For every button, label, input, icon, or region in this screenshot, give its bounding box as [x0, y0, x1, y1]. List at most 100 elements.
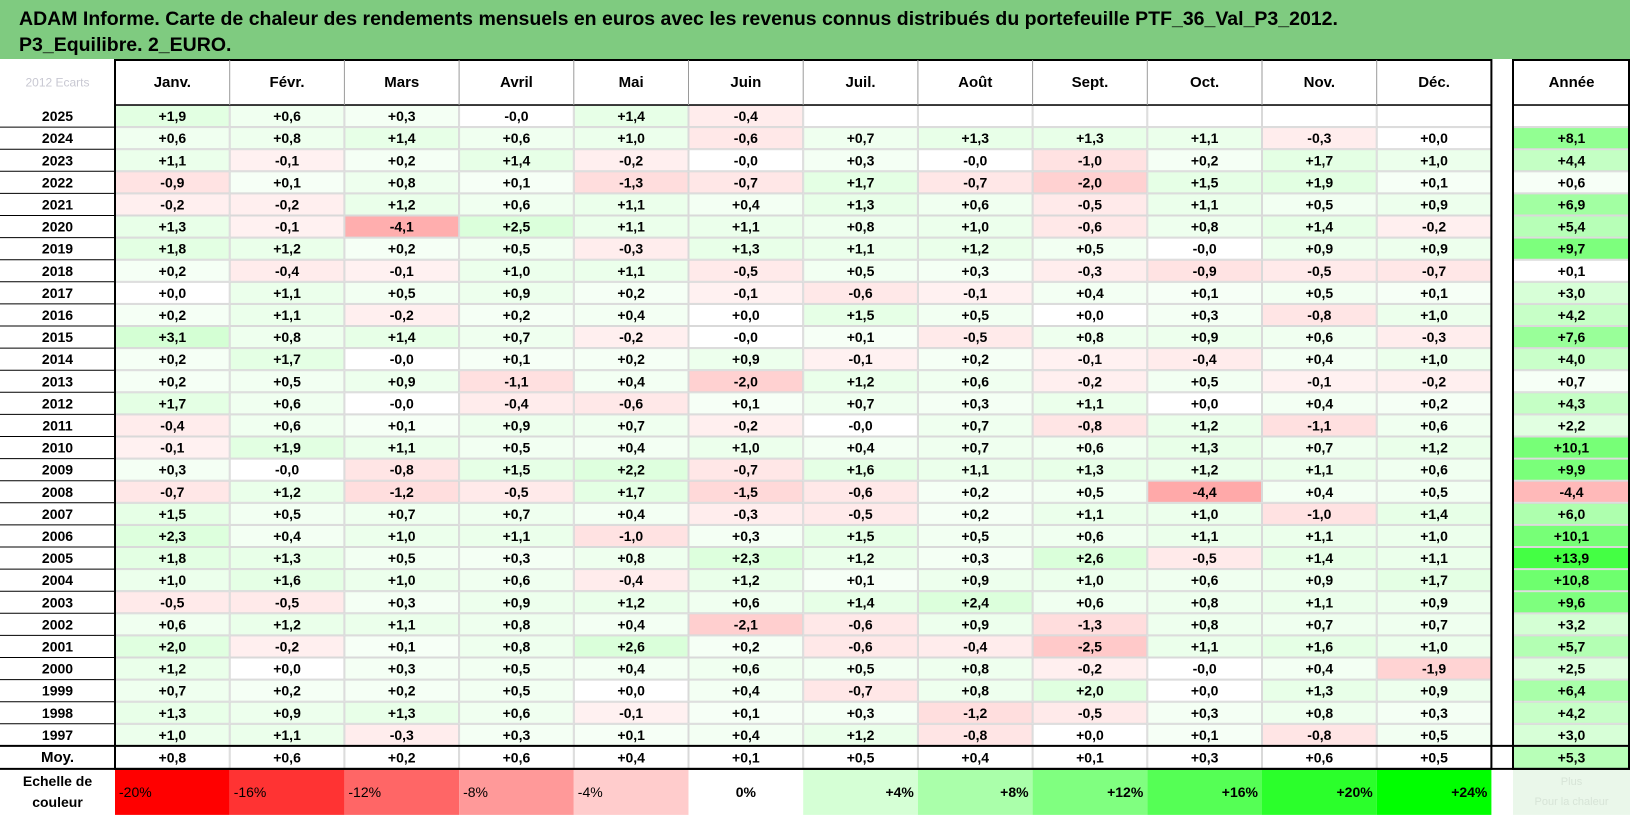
year-value: +2,5	[1558, 661, 1586, 677]
cell-value: +1,1	[847, 241, 875, 257]
cell-value: +1,6	[273, 572, 301, 588]
cell-value: +0,6	[1076, 528, 1104, 544]
cell-value: +1,8	[159, 550, 187, 566]
average-value: +0,4	[617, 749, 645, 765]
heat-cell	[803, 591, 918, 614]
cell-value: -0,7	[848, 683, 872, 699]
cell-value: -0,0	[963, 152, 987, 168]
heat-cell	[459, 502, 574, 525]
cell-value: +0,6	[1191, 572, 1219, 588]
column-header-11: Nov.	[1304, 74, 1335, 91]
heat-cell	[229, 171, 345, 194]
scale-swatch	[115, 768, 230, 815]
average-value: +0,6	[1306, 749, 1334, 765]
year-value: +6,9	[1558, 196, 1586, 212]
cell-value: +0,6	[1306, 329, 1334, 345]
year-value: +2,2	[1558, 417, 1586, 433]
row-label: 2005	[42, 550, 73, 566]
cell-value: +0,2	[503, 307, 531, 323]
heat-cell	[344, 127, 460, 150]
cell-value: +1,9	[159, 108, 187, 124]
cell-value: -0,8	[390, 462, 414, 478]
cell-value: +1,0	[388, 572, 416, 588]
cell-value: +0,4	[617, 373, 645, 389]
heat-cell	[917, 348, 1033, 371]
cell-value: +1,3	[732, 241, 760, 257]
cell-value: -4,4	[1193, 484, 1217, 500]
cell-value: +0,1	[388, 638, 416, 654]
cell-value: +1,5	[159, 506, 187, 522]
cell-value: +0,6	[961, 196, 989, 212]
cell-value: +0,9	[388, 373, 416, 389]
heat-cell	[688, 193, 804, 216]
scale-swatch	[573, 768, 689, 815]
column-header-6: Juin	[730, 74, 761, 91]
cell-value: +1,2	[273, 616, 301, 632]
row-label: 2000	[42, 661, 73, 677]
cell-value: +1,5	[847, 528, 875, 544]
cell-value: +0,3	[961, 550, 989, 566]
cell-value: +0,2	[159, 351, 187, 367]
heat-cell	[1032, 635, 1148, 658]
year-value: +4,4	[1558, 152, 1586, 168]
scale-swatch	[1262, 768, 1377, 815]
cell-value: +0,9	[961, 572, 989, 588]
cell-value: -0,5	[848, 506, 872, 522]
heat-cell	[688, 149, 804, 172]
cell-value: -2,0	[1078, 174, 1102, 190]
heat-cell	[1262, 105, 1377, 128]
heat-cell	[1032, 259, 1148, 282]
heat-cell	[229, 591, 345, 614]
heat-cell	[459, 480, 574, 503]
cell-value: +1,7	[159, 395, 187, 411]
heat-cell	[688, 524, 804, 548]
cell-value: +0,9	[732, 351, 760, 367]
year-value: +4,2	[1558, 705, 1586, 721]
cell-value: +0,9	[1306, 572, 1334, 588]
row-label: 2003	[42, 594, 73, 610]
cell-value: +0,8	[503, 616, 531, 632]
cell-value: +1,1	[1191, 130, 1219, 146]
cell-value: +2,2	[617, 462, 645, 478]
heat-cell	[459, 701, 574, 724]
cell-value: -0,3	[1307, 130, 1331, 146]
row-label: 2007	[42, 506, 73, 522]
cell-value: +1,3	[1076, 462, 1104, 478]
cell-value: -0,8	[1307, 727, 1331, 743]
average-value: +0,5	[1420, 749, 1448, 765]
heat-cell	[803, 547, 918, 570]
heat-cell	[803, 370, 918, 393]
cell-value: +1,3	[159, 219, 187, 235]
scale-step-label: 0%	[736, 784, 757, 800]
cell-value: +1,3	[159, 705, 187, 721]
cell-value: -0,6	[848, 616, 872, 632]
cell-value: +0,8	[961, 683, 989, 699]
heat-cell	[459, 326, 574, 349]
cell-value: +1,1	[1191, 196, 1219, 212]
heat-cell	[917, 215, 1033, 238]
heat-cell	[1262, 348, 1377, 371]
year-value: +6,4	[1558, 683, 1586, 699]
heat-cell	[1262, 591, 1377, 614]
scale-step-label: +8%	[1000, 784, 1029, 800]
heat-cell	[688, 370, 804, 393]
cell-value: +0,4	[617, 616, 645, 632]
heat-cell	[459, 458, 574, 481]
scale-swatch	[1032, 768, 1148, 815]
cell-value: +0,6	[503, 196, 531, 212]
heat-cell	[573, 348, 689, 371]
cell-value: +0,8	[617, 550, 645, 566]
heat-cell	[1032, 281, 1148, 304]
cell-value: +1,1	[617, 219, 645, 235]
row-label: 2022	[42, 174, 73, 190]
heat-cell	[1032, 613, 1148, 636]
cell-value: +0,0	[1076, 307, 1104, 323]
heat-cell	[1262, 215, 1377, 238]
cell-value: +1,3	[1191, 440, 1219, 456]
heat-cell	[1147, 613, 1263, 636]
cell-value: -1,1	[1307, 417, 1331, 433]
heat-cell	[459, 193, 574, 216]
heat-cell	[1147, 171, 1263, 194]
heat-cell	[917, 502, 1033, 525]
heat-cell	[344, 458, 460, 481]
